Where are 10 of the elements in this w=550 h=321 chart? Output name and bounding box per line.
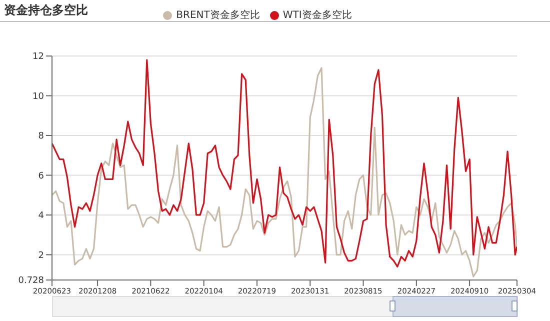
legend-label: BRENT资金多空比 (176, 10, 260, 21)
y-tick-label: 0.728 (18, 276, 44, 286)
y-tick-label: 4 (38, 211, 44, 222)
y-tick-label: 8 (38, 132, 44, 142)
y-tick-label: 10 (32, 92, 44, 102)
legend-label: WTI资金多空比 (282, 10, 352, 21)
chart-title: 资金持仓多空比 (4, 2, 88, 19)
y-tick-label: 6 (38, 171, 44, 182)
y-tick-label: 12 (32, 52, 44, 62)
y-tick-label: 2 (38, 250, 44, 261)
